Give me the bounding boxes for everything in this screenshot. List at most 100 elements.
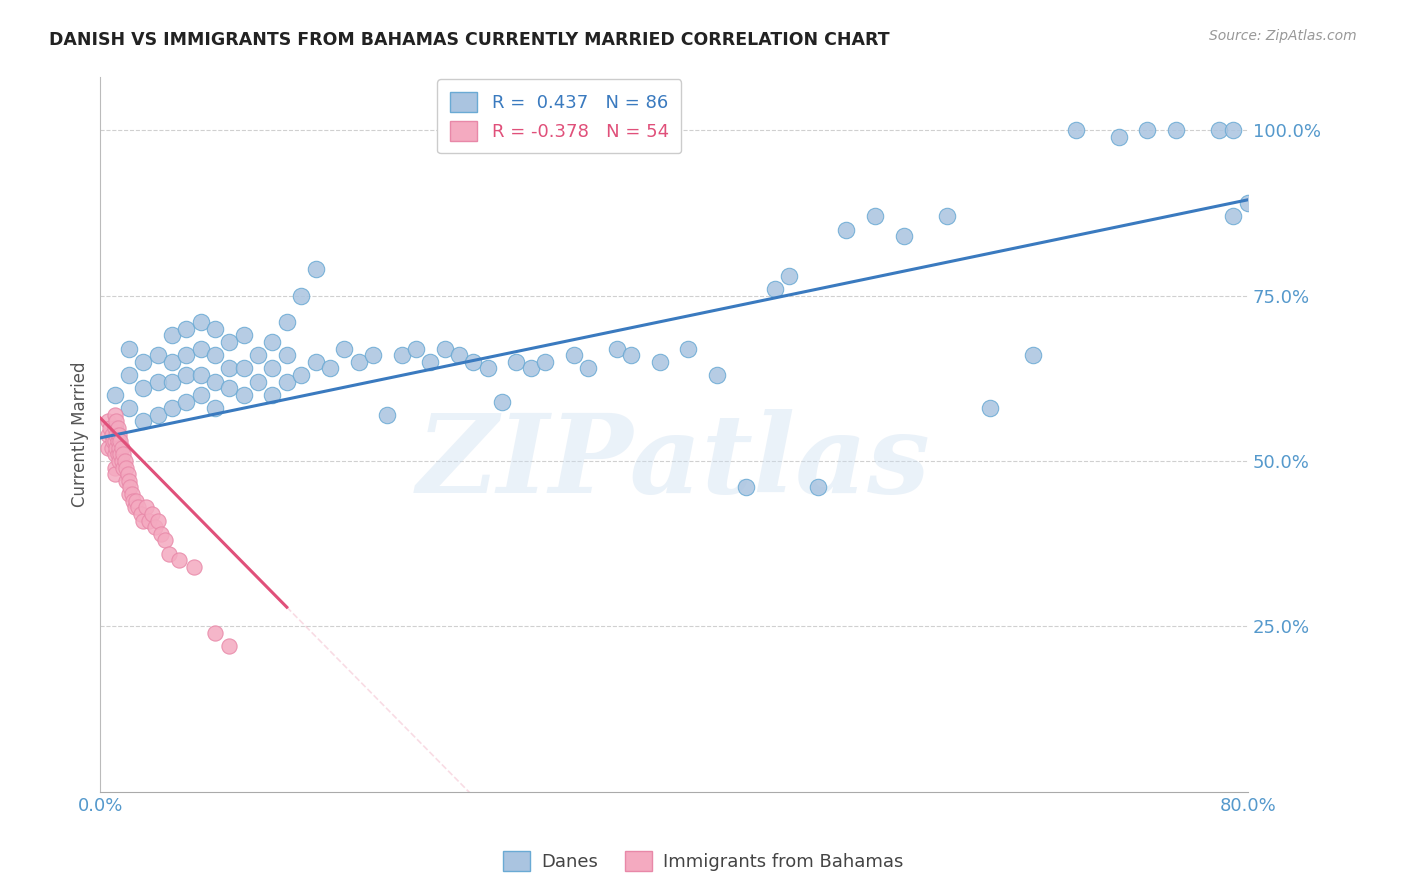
Point bbox=[1166, 123, 1188, 137]
Point bbox=[247, 348, 270, 362]
Point bbox=[146, 375, 169, 389]
Point bbox=[146, 514, 169, 528]
Point bbox=[620, 348, 643, 362]
Point bbox=[115, 474, 138, 488]
Point bbox=[262, 361, 284, 376]
Point bbox=[190, 315, 212, 329]
Point bbox=[118, 487, 141, 501]
Point bbox=[218, 334, 240, 349]
Point bbox=[1208, 123, 1230, 137]
Point bbox=[146, 408, 169, 422]
Legend: Danes, Immigrants from Bahamas: Danes, Immigrants from Bahamas bbox=[496, 844, 910, 879]
Point bbox=[204, 375, 226, 389]
Point bbox=[505, 355, 527, 369]
Point bbox=[678, 342, 700, 356]
Point bbox=[190, 368, 212, 382]
Point bbox=[160, 375, 183, 389]
Point bbox=[276, 315, 298, 329]
Point bbox=[304, 262, 326, 277]
Point bbox=[183, 559, 205, 574]
Point bbox=[262, 388, 284, 402]
Point bbox=[101, 427, 124, 442]
Point bbox=[160, 401, 183, 416]
Point bbox=[419, 355, 441, 369]
Point bbox=[112, 460, 135, 475]
Point bbox=[118, 401, 141, 416]
Point bbox=[361, 348, 384, 362]
Point bbox=[104, 447, 127, 461]
Point bbox=[276, 348, 298, 362]
Point bbox=[157, 547, 180, 561]
Point bbox=[160, 328, 183, 343]
Point bbox=[290, 288, 312, 302]
Point bbox=[111, 454, 134, 468]
Point bbox=[232, 328, 254, 343]
Point bbox=[160, 355, 183, 369]
Point bbox=[167, 553, 190, 567]
Point bbox=[477, 361, 499, 376]
Point bbox=[190, 388, 212, 402]
Point bbox=[100, 421, 122, 435]
Point bbox=[763, 282, 786, 296]
Point bbox=[232, 388, 254, 402]
Point bbox=[112, 447, 135, 461]
Point bbox=[104, 460, 127, 475]
Point bbox=[204, 322, 226, 336]
Point bbox=[447, 348, 470, 362]
Point bbox=[141, 507, 163, 521]
Point bbox=[149, 526, 172, 541]
Point bbox=[96, 414, 118, 428]
Point bbox=[104, 388, 127, 402]
Point bbox=[115, 460, 138, 475]
Point bbox=[276, 375, 298, 389]
Point bbox=[218, 381, 240, 395]
Point bbox=[118, 474, 141, 488]
Point bbox=[433, 342, 456, 356]
Point bbox=[104, 421, 127, 435]
Point bbox=[1108, 130, 1130, 145]
Point bbox=[153, 533, 176, 548]
Text: Source: ZipAtlas.com: Source: ZipAtlas.com bbox=[1209, 29, 1357, 43]
Point bbox=[375, 408, 398, 422]
Point bbox=[218, 639, 240, 653]
Point bbox=[132, 355, 155, 369]
Point bbox=[262, 334, 284, 349]
Point bbox=[138, 514, 160, 528]
Point bbox=[935, 210, 957, 224]
Point bbox=[146, 348, 169, 362]
Point bbox=[107, 421, 129, 435]
Text: DANISH VS IMMIGRANTS FROM BAHAMAS CURRENTLY MARRIED CORRELATION CHART: DANISH VS IMMIGRANTS FROM BAHAMAS CURREN… bbox=[49, 31, 890, 49]
Point bbox=[125, 493, 148, 508]
Point bbox=[347, 355, 370, 369]
Point bbox=[101, 441, 124, 455]
Point bbox=[778, 268, 800, 283]
Point bbox=[204, 401, 226, 416]
Point bbox=[863, 210, 886, 224]
Point bbox=[118, 342, 141, 356]
Point bbox=[96, 441, 118, 455]
Point bbox=[120, 480, 142, 494]
Point bbox=[1021, 348, 1043, 362]
Point bbox=[835, 222, 858, 236]
Point bbox=[103, 434, 125, 449]
Point bbox=[491, 394, 513, 409]
Point bbox=[304, 355, 326, 369]
Point bbox=[1064, 123, 1087, 137]
Y-axis label: Currently Married: Currently Married bbox=[72, 362, 89, 508]
Point bbox=[1222, 123, 1244, 137]
Point bbox=[105, 414, 128, 428]
Point bbox=[108, 427, 131, 442]
Point bbox=[979, 401, 1001, 416]
Point bbox=[122, 493, 145, 508]
Point bbox=[121, 487, 143, 501]
Point bbox=[143, 520, 166, 534]
Point bbox=[218, 361, 240, 376]
Point bbox=[893, 229, 915, 244]
Point bbox=[108, 454, 131, 468]
Point bbox=[124, 500, 146, 515]
Point bbox=[118, 368, 141, 382]
Text: ZIPatlas: ZIPatlas bbox=[418, 409, 931, 516]
Point bbox=[1222, 210, 1244, 224]
Point bbox=[204, 348, 226, 362]
Point bbox=[391, 348, 413, 362]
